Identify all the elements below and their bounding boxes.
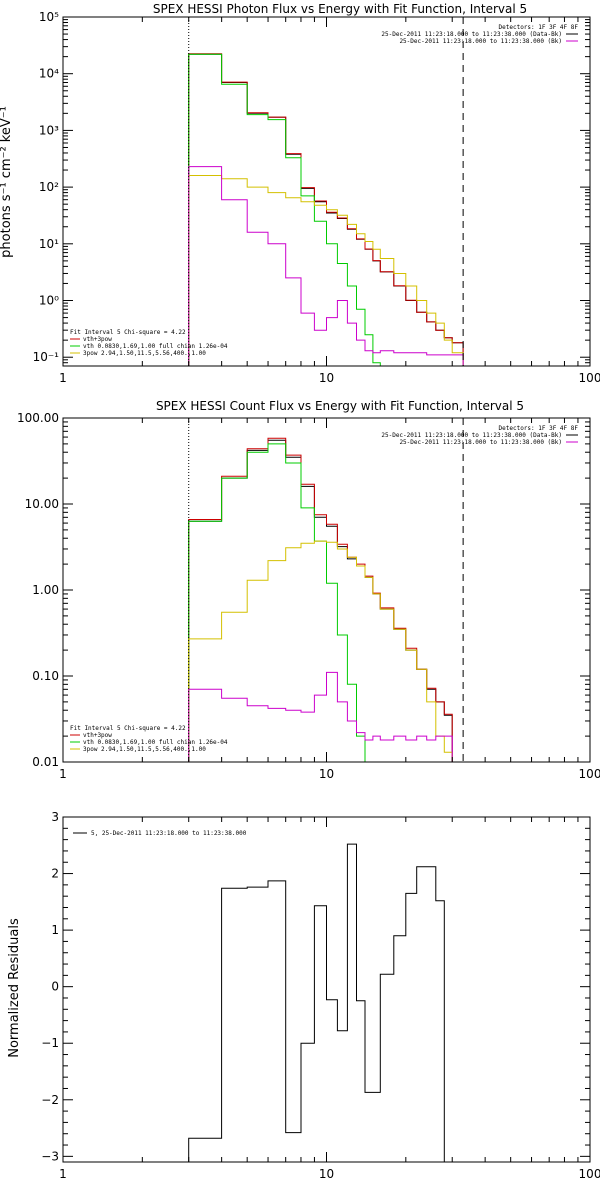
y-tick-label: −3	[41, 1149, 59, 1163]
legend-entry: 25-Dec-2011 11:23:18.000 to 11:23:38.000…	[399, 38, 562, 45]
x-tick-label: 100	[579, 767, 600, 781]
y-tick-label: 1	[51, 923, 59, 937]
plot-frame	[62, 16, 591, 367]
y-tick-label: 2	[51, 867, 59, 881]
series-3-line	[188, 175, 464, 366]
x-tick-label: 10	[319, 371, 334, 385]
photon-flux-ylabel: photons s⁻¹ cm⁻² keV⁻¹	[0, 106, 14, 258]
y-tick-label: 10⁻¹	[33, 350, 60, 364]
y-tick-label: 100.00	[17, 411, 59, 425]
fit-legend-entry: vth 0.0830,1.69,1.00 full chian 1.26e-04	[83, 343, 228, 350]
fit-legend-entry: vth+3pow	[83, 336, 112, 343]
legend-header: Detectors: 1F 3F 4F 8F	[499, 425, 579, 432]
photon-flux-title: SPEX HESSI Photon Flux vs Energy with Fi…	[153, 2, 527, 16]
photon-flux-panel: SPEX HESSI Photon Flux vs Energy with Fi…	[0, 2, 600, 385]
y-tick-label: 1.00	[32, 583, 59, 597]
series-1-line	[188, 53, 464, 366]
series-3-line	[188, 540, 453, 762]
fit-legend-header: Fit Interval 5 Chi-square = 4.22	[70, 725, 186, 732]
series-4-line	[188, 166, 464, 366]
series-0-line	[188, 439, 453, 762]
x-tick-label: 1	[59, 1167, 67, 1181]
legend-entry: 25-Dec-2011 11:23:18.000 to 11:23:38.000…	[381, 432, 562, 439]
series-4-line	[188, 671, 453, 762]
count-flux-title: SPEX HESSI Count Flux vs Energy with Fit…	[156, 399, 524, 413]
x-tick-label: 100	[579, 371, 600, 385]
plot-frame	[62, 417, 591, 763]
series-2-line	[188, 53, 464, 367]
y-tick-label: 3	[51, 810, 59, 824]
residuals-panel: Normalized Residuals 1 10 100 −3 −2 −1 0 1 2 3 5,…	[7, 810, 600, 1181]
residuals-ylabel: Normalized Residuals	[7, 918, 22, 1058]
fit-legend-header: Fit Interval 5 Chi-square = 4.22	[70, 329, 186, 336]
fit-legend-entry: 3pow 2.94,1.50,11.5,5.56,400.,1.00	[83, 350, 206, 357]
fit-legend-entry: vth+3pow	[83, 732, 112, 739]
legend-header: Detectors: 1F 3F 4F 8F	[499, 24, 579, 31]
y-tick-label: 10³	[39, 123, 59, 137]
y-tick-label: 10⁴	[39, 67, 59, 81]
y-tick-label: 0.01	[32, 755, 59, 769]
y-tick-label: 10⁰	[39, 294, 59, 308]
legend-entry: 25-Dec-2011 11:23:18.000 to 11:23:38.000…	[399, 439, 562, 446]
fit-legend-entry: 3pow 2.94,1.50,11.5,5.56,400.,1.00	[83, 746, 206, 753]
y-tick-label: 0	[51, 980, 59, 994]
legend-entry: 5, 25-Dec-2011 11:23:18.000 to 11:23:38.…	[91, 830, 247, 837]
y-tick-label: 10.00	[25, 497, 59, 511]
legend-entry: 25-Dec-2011 11:23:18.000 to 11:23:38.000…	[381, 31, 562, 38]
y-tick-label: 10²	[39, 180, 59, 194]
y-tick-label: 10⁵	[39, 10, 59, 24]
y-tick-label: 0.10	[32, 669, 59, 683]
y-tick-label: −2	[41, 1093, 59, 1107]
series-2-line	[188, 443, 453, 763]
series-0-line	[188, 843, 453, 1163]
count-flux-panel: SPEX HESSI Count Flux vs Energy with Fit…	[17, 399, 600, 781]
x-tick-label: 10	[319, 767, 334, 781]
series-1-line	[188, 437, 453, 762]
x-tick-label: 1	[59, 767, 67, 781]
x-tick-label: 100	[579, 1167, 600, 1181]
x-tick-label: 1	[59, 371, 67, 385]
y-tick-label: 10¹	[39, 237, 59, 251]
x-tick-label: 10	[319, 1167, 334, 1181]
y-tick-label: −1	[41, 1036, 59, 1050]
fit-legend-entry: vth 0.0830,1.69,1.00 full chian 1.26e-04	[83, 739, 228, 746]
series-0-line	[188, 53, 464, 366]
